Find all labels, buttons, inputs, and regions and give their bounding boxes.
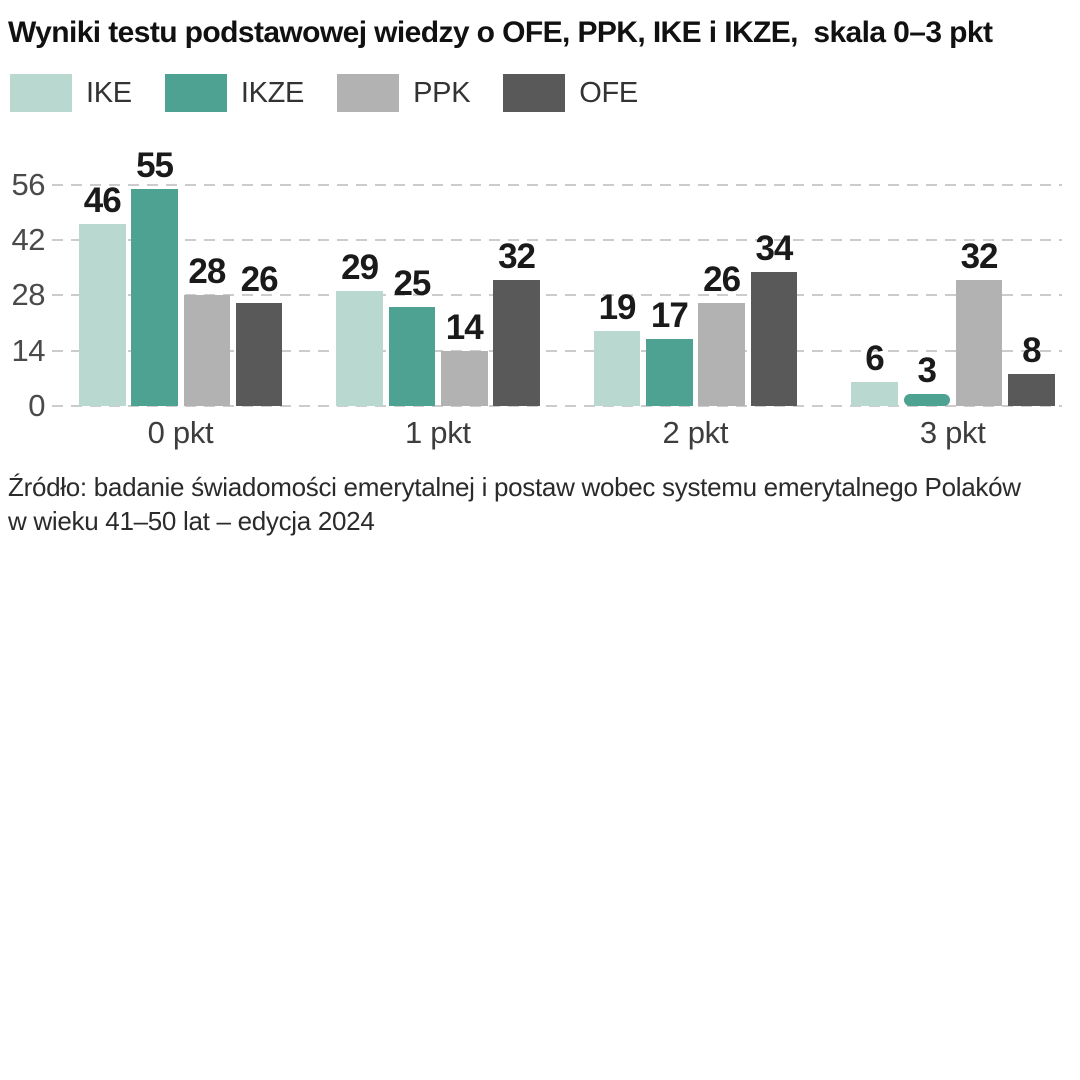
legend: IKE IKZE PPK OFE: [10, 74, 638, 112]
bar-value-ofe-2pkt: 34: [755, 229, 793, 268]
bar-ikze-3pkt: [903, 394, 950, 406]
legend-swatch-ike: [10, 74, 72, 112]
bar-value-ikze-0pkt: 55: [136, 146, 174, 185]
bar-value-ppk-0pkt: 28: [188, 252, 226, 291]
bar-value-ikze-3pkt: 3: [917, 351, 937, 390]
x-axis-label-1pkt: 1 pkt: [405, 415, 471, 450]
bar-ike-2pkt: [593, 331, 641, 406]
bar-value-ofe-1pkt: 32: [498, 237, 536, 276]
gridline-28: [52, 294, 1062, 297]
bar-ikze-1pkt: [388, 307, 436, 406]
source-line-2: w wieku 41–50 lat – edycja 2024: [8, 506, 375, 536]
bar-ofe-2pkt: [750, 272, 798, 406]
bar-value-ppk-1pkt: 14: [445, 308, 484, 347]
bar-ppk-2pkt: [698, 303, 745, 406]
bar-value-ike-1pkt: 29: [341, 248, 379, 287]
y-axis-tick-14: 14: [11, 332, 46, 368]
x-axis-label-2pkt: 2 pkt: [662, 415, 729, 450]
legend-item-ikze: IKZE: [164, 74, 305, 112]
legend-label: OFE: [579, 76, 638, 109]
bar-value-ike-2pkt: 19: [598, 288, 637, 327]
chart-title: Wyniki testu podstawowej wiedzy o OFE, P…: [8, 16, 993, 49]
bar-value-ikze-1pkt: 25: [393, 264, 431, 303]
legend-label: IKE: [86, 76, 132, 109]
bar-value-ike-3pkt: 6: [865, 339, 884, 378]
gridline-56: [52, 183, 1062, 186]
gridline-0: [52, 405, 1062, 407]
bar-ofe-1pkt: [493, 280, 540, 406]
bar-ike-1pkt: [336, 291, 383, 406]
bar-ike-0pkt: [79, 224, 126, 406]
bar-ike-3pkt: [851, 382, 898, 406]
y-axis-tick-56: 56: [11, 166, 46, 202]
legend-item-ofe: OFE: [503, 74, 638, 112]
legend-swatch-ofe: [503, 74, 566, 112]
y-axis-tick-28: 28: [11, 277, 46, 313]
legend-swatch-ppk: [337, 74, 400, 112]
bar-ofe-3pkt: [1008, 374, 1055, 406]
source-note: Źródło: badanie świadomości emerytalnej …: [8, 470, 1021, 538]
legend-label: IKZE: [240, 76, 305, 109]
y-axis-tick-0: 0: [28, 388, 45, 423]
bar-ikze-2pkt: [646, 339, 693, 406]
bar-ofe-0pkt: [235, 303, 283, 406]
gridline-42: [52, 239, 1062, 242]
bar-value-ikze-2pkt: 17: [650, 296, 689, 335]
bar-ppk-1pkt: [441, 351, 488, 406]
legend-item-ike: IKE: [10, 74, 132, 112]
bar-value-ppk-2pkt: 26: [703, 260, 741, 299]
bar-ppk-0pkt: [183, 295, 231, 406]
y-axis-tick-42: 42: [11, 222, 46, 258]
bar-ikze-0pkt: [131, 189, 178, 406]
source-line-1: Źródło: badanie świadomości emerytalnej …: [8, 472, 1021, 502]
bar-ppk-3pkt: [955, 280, 1003, 406]
gridline-14: [52, 349, 1062, 352]
legend-item-ppk: PPK: [337, 74, 471, 112]
bar-value-ofe-3pkt: 8: [1022, 331, 1041, 370]
bar-value-ppk-3pkt: 32: [960, 237, 999, 276]
x-axis-label-3pkt: 3 pkt: [919, 415, 986, 450]
bar-value-ike-0pkt: 46: [83, 181, 122, 220]
legend-label: PPK: [413, 76, 471, 109]
x-axis-label-0pkt: 0 pkt: [147, 415, 214, 450]
bar-value-ofe-0pkt: 26: [240, 260, 279, 299]
legend-swatch-ikze: [164, 74, 227, 112]
